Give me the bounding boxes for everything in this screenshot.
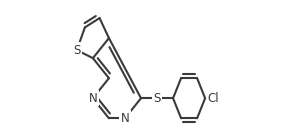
- Text: Cl: Cl: [207, 92, 219, 105]
- Text: N: N: [121, 112, 129, 125]
- Text: S: S: [153, 92, 161, 105]
- Text: S: S: [73, 44, 81, 57]
- Text: N: N: [88, 92, 97, 105]
